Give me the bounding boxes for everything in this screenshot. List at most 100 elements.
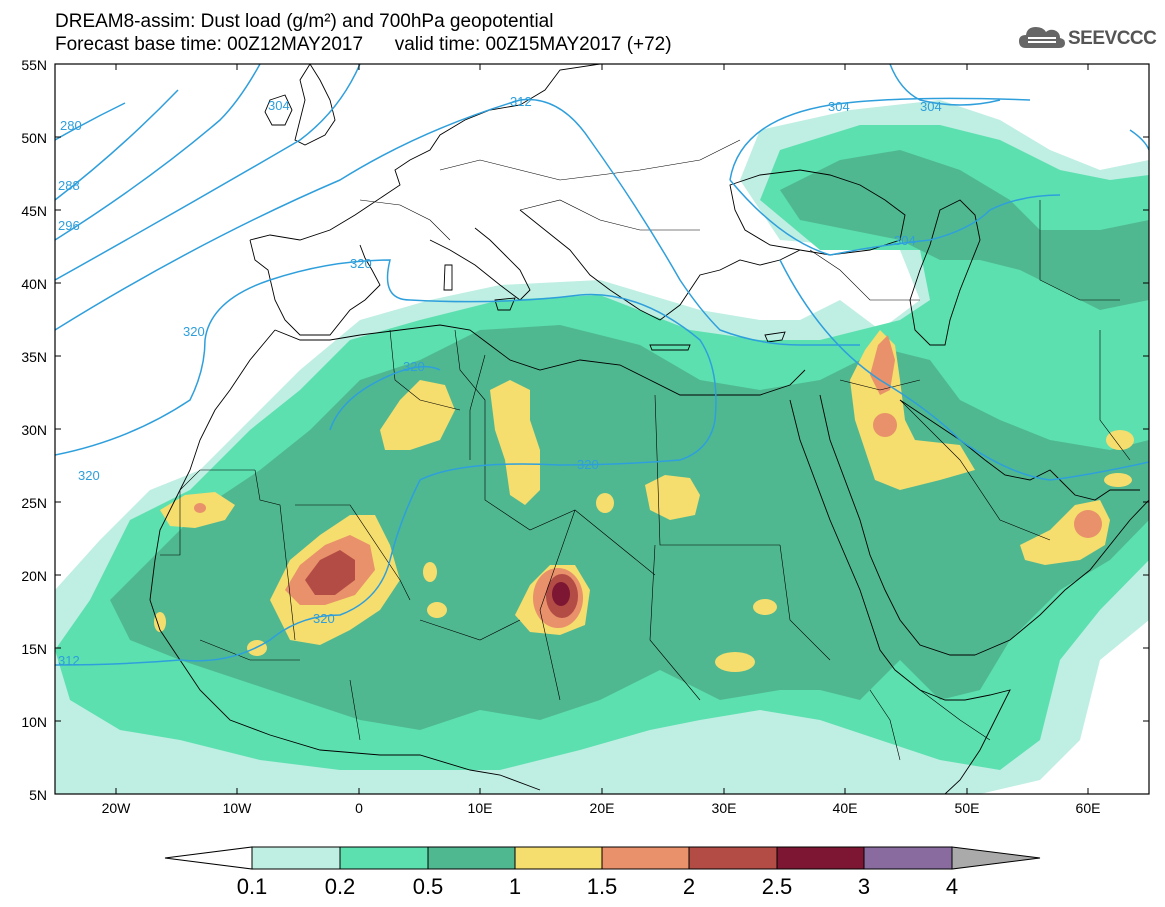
contour-label: 312 bbox=[510, 94, 532, 109]
lat-label: 30N bbox=[21, 422, 47, 438]
contour-312 bbox=[55, 98, 860, 346]
coast-black-sea bbox=[729, 169, 906, 256]
colorbar-label: 0.5 bbox=[412, 874, 444, 899]
seevccc-logo: SEEVCCC bbox=[1018, 22, 1158, 54]
lon-label: 40E bbox=[832, 800, 858, 816]
dust-level-2.5 bbox=[552, 582, 570, 606]
coast-balkans bbox=[519, 209, 801, 321]
coast-horn-africa bbox=[944, 689, 1011, 794]
contour-288 bbox=[55, 89, 179, 201]
dust-level-1-i bbox=[715, 652, 755, 672]
contour-label: 304 bbox=[828, 99, 850, 114]
lat-label: 55N bbox=[21, 57, 47, 73]
contour-304-east bbox=[729, 97, 1031, 181]
dust-level-1-k bbox=[596, 493, 614, 513]
colorbar-label: 2.5 bbox=[761, 874, 793, 899]
contour-labels: 280 288 296 304 312 304 304 304 320 320 … bbox=[58, 94, 942, 668]
map-title: DREAM8-assim: Dust load (g/m²) and 700hP… bbox=[55, 11, 554, 32]
lat-label: 45N bbox=[21, 203, 47, 219]
colorbar-high-arrow bbox=[951, 846, 1041, 870]
lon-label: 30E bbox=[711, 800, 737, 816]
colorbar-label: 1 bbox=[508, 874, 522, 899]
contour-label: 320 bbox=[577, 457, 599, 472]
coast-persian-gulf bbox=[899, 399, 1140, 501]
coast-red-sea bbox=[789, 399, 965, 701]
contour-304-west bbox=[55, 64, 361, 281]
contour-label: 288 bbox=[58, 178, 80, 193]
colorbar-swatch bbox=[601, 846, 690, 870]
contour-label: 296 bbox=[58, 218, 80, 233]
map-subtitle: Forecast base time: 00Z12MAY2017 valid t… bbox=[55, 34, 672, 55]
colorbar-swatch bbox=[688, 846, 778, 870]
dust-level-1.5-f bbox=[194, 503, 206, 513]
lat-label: 35N bbox=[21, 349, 47, 365]
colorbar-swatch bbox=[251, 846, 341, 870]
dust-level-1-j bbox=[753, 599, 777, 615]
dust-level-1-n bbox=[1106, 430, 1134, 450]
cloud-icon bbox=[1019, 27, 1065, 48]
contour-label: 320 bbox=[78, 468, 100, 483]
contour-304-ne bbox=[889, 64, 1001, 106]
dust-field bbox=[55, 100, 1149, 794]
colorbar-swatch bbox=[514, 846, 603, 870]
lon-label: 20W bbox=[101, 800, 131, 816]
dust-level-1.5-e bbox=[1074, 510, 1102, 538]
coast-crete bbox=[649, 344, 691, 351]
colorbar bbox=[164, 846, 1041, 870]
colorbar-label: 3 bbox=[857, 874, 871, 899]
coast-red-sea-east bbox=[819, 394, 975, 656]
dust-level-0.5-north bbox=[780, 150, 1149, 310]
dust-level-1-q bbox=[154, 612, 166, 632]
colorbar-label: 1.5 bbox=[586, 874, 618, 899]
lat-label: 5N bbox=[29, 787, 47, 803]
colorbar-label: 2 bbox=[682, 874, 696, 899]
coast-sicily bbox=[494, 297, 516, 311]
coast-west-africa bbox=[149, 329, 541, 791]
coast-europe bbox=[249, 64, 601, 241]
contour-label: 320 bbox=[350, 256, 372, 271]
lat-label: 20N bbox=[21, 568, 47, 584]
lon-label: 50E bbox=[954, 800, 980, 816]
lon-label: 60E bbox=[1075, 800, 1101, 816]
contour-label: 320 bbox=[403, 359, 425, 374]
colorbar-label: 0.1 bbox=[236, 874, 268, 899]
lat-label: 50N bbox=[21, 130, 47, 146]
coastlines bbox=[149, 64, 1149, 794]
contour-label: 280 bbox=[60, 118, 82, 133]
colorbar-swatch bbox=[863, 846, 953, 870]
coast-arabia-south bbox=[974, 499, 1149, 656]
colorbar-swatch bbox=[427, 846, 516, 870]
contour-label: 320 bbox=[183, 324, 205, 339]
lon-label: 10W bbox=[222, 800, 252, 816]
coast-britain bbox=[294, 64, 336, 146]
coast-iberia bbox=[249, 239, 381, 336]
lat-label: 25N bbox=[21, 495, 47, 511]
coast-italy bbox=[429, 227, 531, 301]
lon-label: 10E bbox=[467, 800, 493, 816]
dust-level-1-f bbox=[380, 380, 455, 450]
logo-text: SEEVCCC bbox=[1068, 28, 1157, 49]
dust-level-1-l bbox=[427, 602, 447, 618]
lat-label: 10N bbox=[21, 714, 47, 730]
contour-label: 320 bbox=[313, 611, 335, 626]
lon-label: 20E bbox=[589, 800, 615, 816]
dust-level-1.5-d bbox=[873, 413, 897, 437]
colorbar-label: 0.2 bbox=[324, 874, 356, 899]
colorbar-low-arrow bbox=[164, 846, 253, 870]
contour-312-east bbox=[779, 259, 1149, 481]
geopotential-contours bbox=[55, 64, 1149, 666]
dust-level-1-e bbox=[490, 380, 540, 505]
coast-ireland bbox=[264, 94, 293, 126]
axis-ticks bbox=[55, 63, 1149, 795]
contour-label: 304 bbox=[268, 98, 290, 113]
coast-sardinia bbox=[443, 264, 453, 291]
contour-label: 304 bbox=[920, 99, 942, 114]
dust-level-1-m bbox=[423, 562, 437, 582]
colorbar-label: 4 bbox=[945, 874, 959, 899]
contour-320-inner bbox=[329, 365, 441, 431]
contour-320-north bbox=[55, 259, 717, 666]
lat-label: 15N bbox=[21, 641, 47, 657]
contour-edge bbox=[1129, 129, 1149, 151]
lon-label: 0 bbox=[355, 800, 363, 816]
